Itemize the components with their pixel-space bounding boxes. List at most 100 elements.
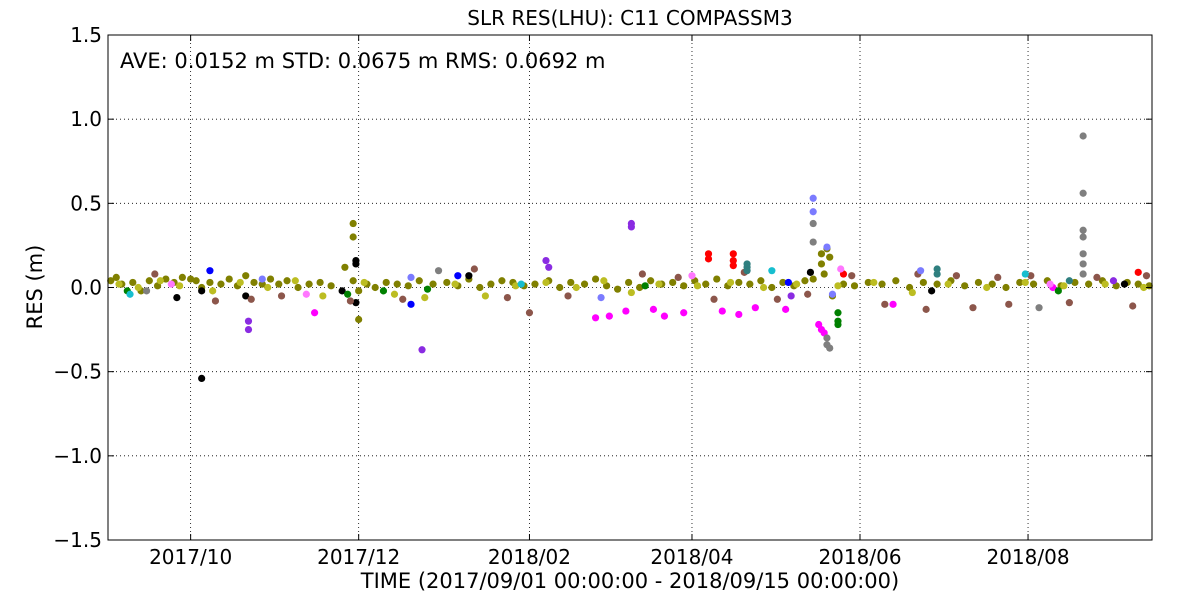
data-point bbox=[1079, 233, 1087, 241]
x-tick-label: 2018/02 bbox=[488, 545, 571, 569]
data-point bbox=[126, 290, 134, 298]
data-point bbox=[187, 275, 195, 283]
data-point bbox=[1005, 300, 1013, 308]
data-point bbox=[1060, 282, 1068, 290]
y-tick-label: −1.5 bbox=[53, 528, 102, 552]
data-point bbox=[627, 288, 635, 297]
data-point bbox=[809, 208, 817, 216]
data-point bbox=[319, 292, 327, 300]
data-point bbox=[250, 278, 258, 287]
data-point bbox=[399, 295, 407, 303]
data-point bbox=[393, 280, 401, 288]
data-point bbox=[211, 297, 220, 305]
data-point bbox=[572, 283, 580, 292]
data-point bbox=[382, 278, 390, 287]
data-point bbox=[454, 272, 462, 280]
data-point bbox=[1085, 280, 1093, 288]
data-point bbox=[669, 278, 677, 287]
data-point bbox=[729, 262, 737, 270]
data-point bbox=[649, 305, 658, 313]
data-point bbox=[892, 277, 900, 285]
data-point bbox=[305, 280, 313, 288]
data-point bbox=[674, 273, 682, 281]
data-point bbox=[1065, 299, 1073, 307]
data-point bbox=[834, 309, 842, 317]
data-point bbox=[564, 292, 572, 300]
data-point bbox=[498, 277, 506, 285]
data-point bbox=[625, 278, 633, 287]
data-point bbox=[1142, 272, 1151, 280]
data-point bbox=[994, 273, 1002, 281]
data-point bbox=[1054, 287, 1062, 295]
data-point bbox=[627, 223, 635, 231]
y-axis-label: RES (m) bbox=[23, 245, 47, 330]
data-point bbox=[782, 305, 790, 313]
data-point bbox=[198, 374, 206, 382]
data-point bbox=[870, 278, 878, 287]
x-tick-label: 2017/10 bbox=[149, 545, 232, 569]
data-point bbox=[680, 309, 688, 317]
data-point bbox=[917, 267, 925, 275]
data-point bbox=[421, 294, 429, 302]
data-point bbox=[809, 194, 817, 202]
data-point bbox=[908, 288, 916, 297]
x-tick-label: 2018/08 bbox=[986, 545, 1069, 569]
data-point bbox=[704, 250, 713, 258]
data-point bbox=[1120, 280, 1129, 288]
data-point bbox=[961, 282, 969, 290]
data-point bbox=[206, 278, 214, 287]
data-point bbox=[591, 275, 600, 283]
data-point bbox=[944, 280, 952, 288]
data-point bbox=[746, 280, 754, 288]
data-point bbox=[806, 268, 815, 276]
data-point bbox=[710, 295, 718, 303]
data-point bbox=[531, 280, 539, 288]
data-point bbox=[622, 307, 630, 315]
data-point bbox=[850, 282, 859, 290]
data-point bbox=[848, 272, 856, 280]
data-point bbox=[341, 263, 349, 271]
data-point bbox=[134, 283, 142, 292]
data-point bbox=[834, 320, 842, 329]
data-point bbox=[922, 305, 930, 313]
data-point bbox=[983, 283, 991, 292]
data-point bbox=[1065, 277, 1073, 285]
data-point bbox=[481, 292, 489, 300]
data-point bbox=[729, 256, 737, 265]
data-point bbox=[129, 278, 137, 287]
data-point bbox=[735, 278, 743, 287]
data-point bbox=[198, 287, 206, 295]
data-point bbox=[933, 265, 941, 273]
data-point bbox=[244, 317, 253, 325]
data-point bbox=[729, 250, 737, 258]
data-point bbox=[817, 260, 826, 268]
data-point bbox=[556, 283, 564, 292]
data-point bbox=[820, 270, 828, 278]
data-point bbox=[247, 295, 255, 303]
data-point bbox=[142, 287, 151, 295]
data-point bbox=[704, 255, 713, 263]
data-point bbox=[1079, 270, 1087, 278]
data-point bbox=[1093, 273, 1101, 281]
data-point bbox=[346, 297, 355, 305]
data-point bbox=[258, 280, 266, 288]
data-point bbox=[542, 278, 550, 287]
data-point bbox=[209, 287, 217, 295]
data-point bbox=[655, 280, 663, 288]
data-point bbox=[145, 277, 153, 285]
data-point bbox=[525, 309, 534, 317]
data-point bbox=[591, 314, 600, 322]
data-point bbox=[1109, 277, 1118, 285]
data-point bbox=[192, 277, 200, 285]
data-point bbox=[809, 238, 817, 246]
data-point bbox=[881, 300, 889, 308]
data-point bbox=[614, 285, 622, 293]
data-point bbox=[757, 277, 765, 285]
data-point bbox=[837, 265, 845, 273]
data-point bbox=[743, 267, 751, 275]
data-point bbox=[415, 277, 423, 285]
data-point bbox=[1079, 250, 1087, 258]
data-point bbox=[206, 267, 214, 275]
data-point bbox=[1079, 189, 1087, 197]
data-point bbox=[349, 277, 357, 285]
